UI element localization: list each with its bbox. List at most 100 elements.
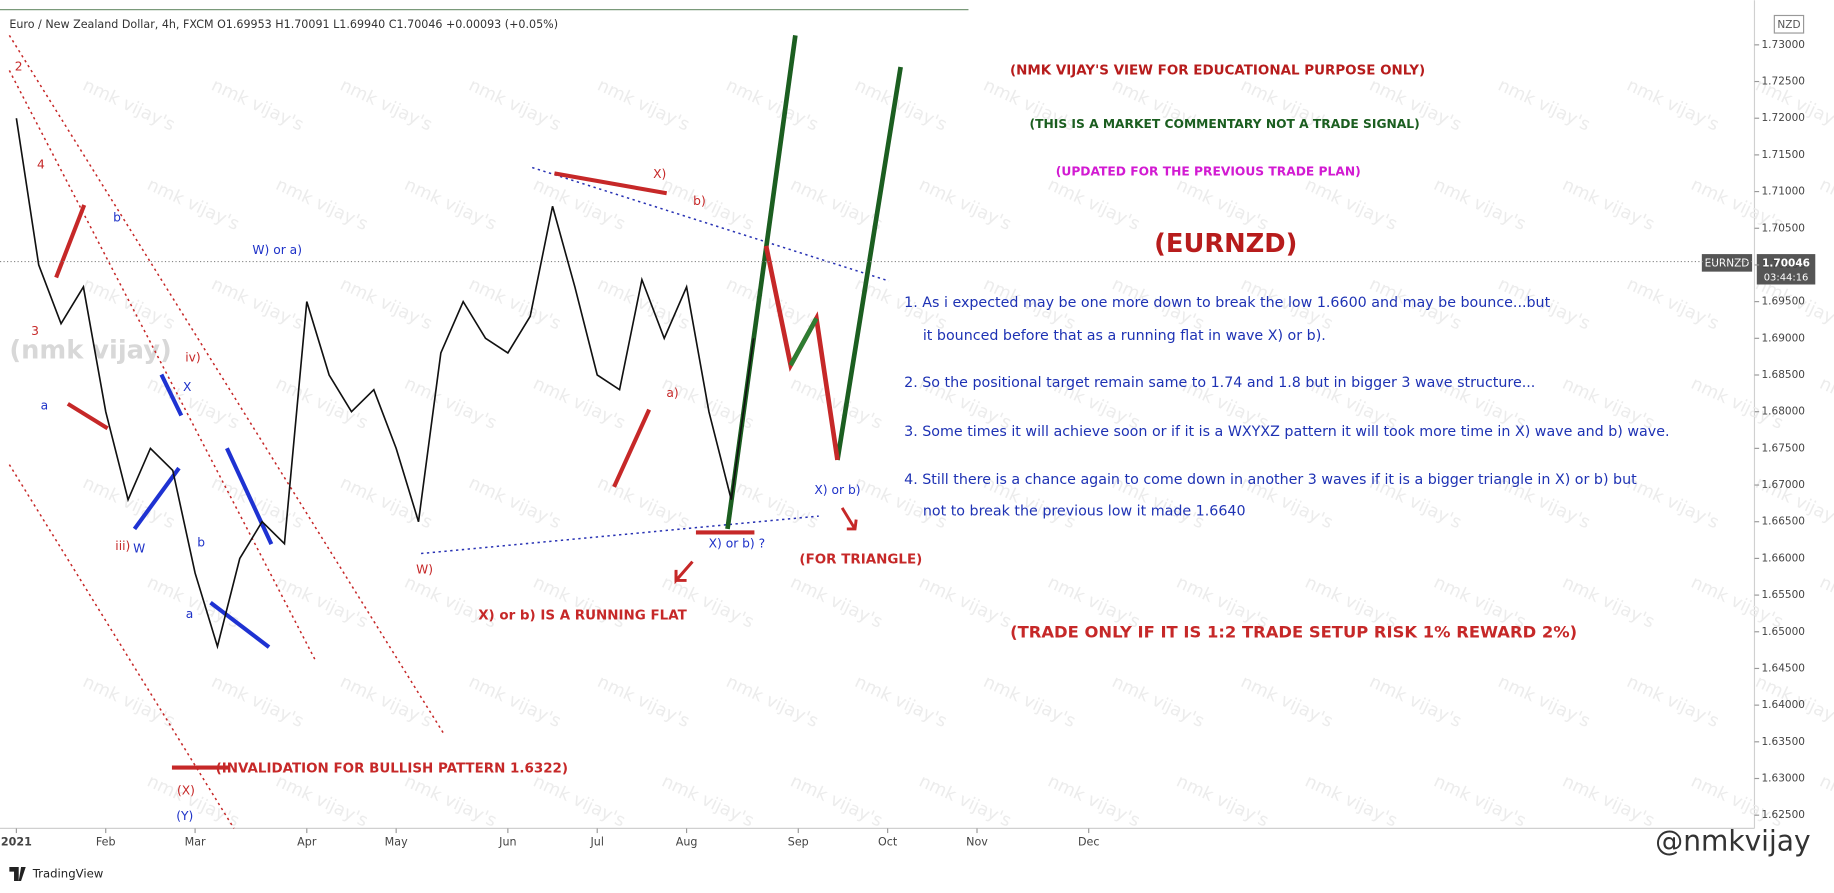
note: (EURNZD) — [1154, 229, 1297, 259]
wave-label: b) — [693, 194, 706, 208]
y-tick-label: 1.65000 — [1761, 626, 1804, 638]
wave-label: b — [113, 210, 121, 224]
projection-up — [788, 317, 819, 367]
note: (TRADE ONLY IF IT IS 1:2 TRADE SETUP RIS… — [1010, 623, 1577, 642]
x-tick-label: 2021 — [1, 835, 32, 848]
currency: NZD — [1777, 19, 1800, 31]
channel-line — [8, 34, 446, 736]
y-tick-label: 1.64000 — [1761, 699, 1804, 711]
wave-line — [66, 402, 109, 431]
y-tick-label: 1.70500 — [1761, 222, 1804, 234]
y-tick-label: 1.63500 — [1761, 736, 1804, 748]
wave-label: a) — [666, 386, 678, 400]
note: (NMK VIJAY'S VIEW FOR EDUCATIONAL PURPOS… — [1010, 63, 1425, 78]
commentary-line: 3. Some times it will achieve soon or if… — [904, 424, 1669, 440]
wave-line — [132, 466, 181, 531]
note: (UPDATED FOR THE PREVIOUS TRADE PLAN) — [1056, 165, 1361, 179]
brand-logo — [9, 866, 26, 882]
brand: TradingView — [32, 867, 104, 881]
x-tick-label: Dec — [1078, 835, 1100, 848]
x-tick-label: Nov — [966, 835, 988, 848]
wave-label: (Y) — [176, 809, 193, 823]
arrow — [674, 560, 694, 582]
wave-line — [225, 447, 274, 546]
wave-label: W) or a) — [252, 243, 302, 257]
arrow-head — [846, 519, 858, 531]
countdown: 03:44:16 — [1764, 272, 1809, 283]
wave-label: a — [41, 399, 49, 413]
price-badge — [1756, 254, 1816, 285]
x-tick-label: May — [385, 835, 408, 848]
wave-label: b — [197, 535, 205, 549]
x-tick-label: Jul — [590, 835, 604, 848]
y-tick-label: 1.66500 — [1761, 516, 1804, 528]
wave-label: X) — [653, 167, 666, 181]
commentary-line: not to break the previous low it made 1.… — [923, 503, 1246, 519]
x-tick-label: Apr — [297, 835, 317, 848]
symbol-badge — [1701, 254, 1753, 272]
triangle-line — [421, 515, 819, 555]
arrow-head — [674, 569, 687, 582]
y-tick-label: 1.65500 — [1761, 589, 1804, 601]
commentary-line: 2. So the positional target remain same … — [904, 375, 1535, 391]
wave-label: (X) — [177, 783, 195, 797]
wave-line — [612, 408, 652, 488]
commentary-line: it bounced before that as a running flat… — [923, 328, 1326, 344]
y-tick-label: 1.64500 — [1761, 662, 1804, 674]
commentary-line: 4. Still there is a chance again to come… — [904, 472, 1637, 488]
y-tick-label: 1.66000 — [1761, 552, 1804, 564]
x-tick-label: Sep — [788, 835, 809, 848]
y-tick-label: 1.69500 — [1761, 296, 1804, 308]
y-tick-label: 1.71500 — [1761, 149, 1804, 161]
y-tick-label: 1.67000 — [1761, 479, 1804, 491]
header: Euro / New Zealand Dollar, 4h, FXCM O1.6… — [9, 18, 558, 31]
wave-label: a — [186, 607, 194, 621]
wave-line — [54, 204, 87, 279]
y-tick-label: 1.72000 — [1761, 112, 1804, 124]
arrow — [840, 507, 857, 530]
y-tick-label: 1.67500 — [1761, 442, 1804, 454]
wave-label: X) or b) ? — [709, 537, 766, 551]
x-tick-label: Feb — [96, 835, 116, 848]
wave-label: W) — [416, 562, 433, 576]
drawings — [8, 34, 903, 829]
wave-line — [209, 601, 271, 649]
projection-up — [835, 66, 903, 461]
x-tick-label: Oct — [878, 835, 898, 848]
y-tick-label: 1.68000 — [1761, 406, 1804, 418]
triangle-line — [531, 166, 890, 282]
y-tick-label: 1.73000 — [1761, 39, 1804, 51]
y-tick-label: 1.62500 — [1761, 809, 1804, 821]
price-line — [15, 118, 755, 650]
y-tick-label: 1.69000 — [1761, 332, 1804, 344]
wave-label: X — [183, 380, 192, 394]
note: (THIS IS A MARKET COMMENTARY NOT A TRADE… — [1030, 117, 1420, 131]
commentary-line: 1. As i expected may be one more down to… — [904, 295, 1550, 311]
x-tick-label: Mar — [185, 835, 206, 848]
symbol: EURNZD — [1705, 257, 1750, 269]
wave-label: (FOR TRIANGLE) — [799, 552, 922, 567]
currency-box — [1773, 14, 1805, 34]
wave-label: iv) — [185, 351, 200, 365]
wave-label: (INVALIDATION FOR BULLISH PATTERN 1.6322… — [216, 762, 568, 777]
y-tick-label: 1.70000 — [1761, 259, 1804, 271]
x-tick-label: Jun — [498, 835, 516, 848]
last-price: 1.70046 — [1762, 257, 1810, 269]
y-tick-label: 1.71000 — [1761, 186, 1804, 198]
wave-label: 2 — [15, 59, 23, 73]
wave-label: X) or b) IS A RUNNING FLAT — [478, 609, 687, 624]
x-tick-label: Aug — [676, 835, 698, 848]
y-tick-label: 1.68500 — [1761, 369, 1804, 381]
big-watermark: (nmk vijay) — [9, 336, 171, 366]
wave-label: 3 — [31, 324, 39, 338]
wave-line — [159, 373, 184, 417]
wave-label: W — [133, 541, 145, 555]
wave-label: iii) — [115, 539, 130, 553]
wave-line — [554, 171, 668, 196]
channel-line — [8, 464, 235, 829]
y-tick-label: 1.63000 — [1761, 773, 1804, 785]
wave-label: X) or b) — [814, 483, 860, 497]
y-tick-label: 1.72500 — [1761, 76, 1804, 88]
